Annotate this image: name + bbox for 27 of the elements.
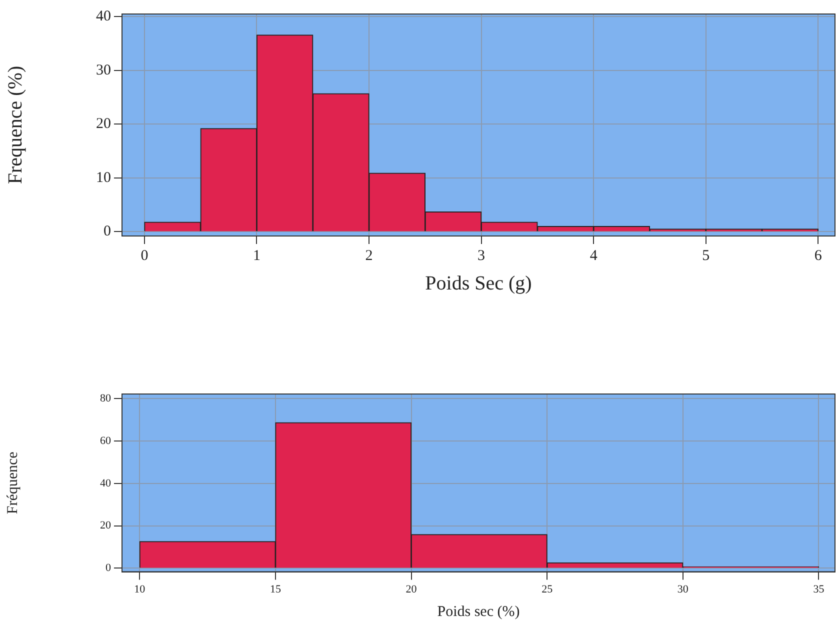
y-tick-label: 20 [100,520,112,532]
x-tick-label: 30 [677,583,689,596]
y-tick-label: 40 [100,477,112,490]
y-tick-label: 40 [96,8,111,25]
y-axis-title: Frequence (%) [4,66,26,184]
x-axis-title: Poids sec (%) [437,604,520,620]
y-tick-label: 80 [100,392,112,405]
x-tick-label: 6 [814,248,822,264]
x-tick-label: 20 [406,583,418,596]
x-tick-label: 1 [252,248,260,264]
x-tick-label: 5 [702,248,710,264]
y-tick-label: 30 [96,62,111,78]
x-tick-label: 10 [134,583,146,596]
x-tick-label: 25 [542,583,554,596]
x-tick-label: 0 [140,248,148,264]
y-tick-label: 0 [106,562,112,574]
x-tick-label: 15 [270,583,282,596]
y-tick-label: 20 [96,116,111,132]
y-tick-label: 10 [96,170,111,186]
x-tick-label: 3 [478,248,486,264]
x-tick-label: 35 [813,583,825,596]
y-tick-label: 0 [104,224,111,240]
y-axis-title: Fréquence [4,451,21,514]
x-axis-title: Poids Sec (g) [425,272,532,294]
y-tick-label: 60 [100,434,112,447]
x-tick-label: 4 [590,248,598,264]
x-tick-label: 2 [365,248,373,264]
